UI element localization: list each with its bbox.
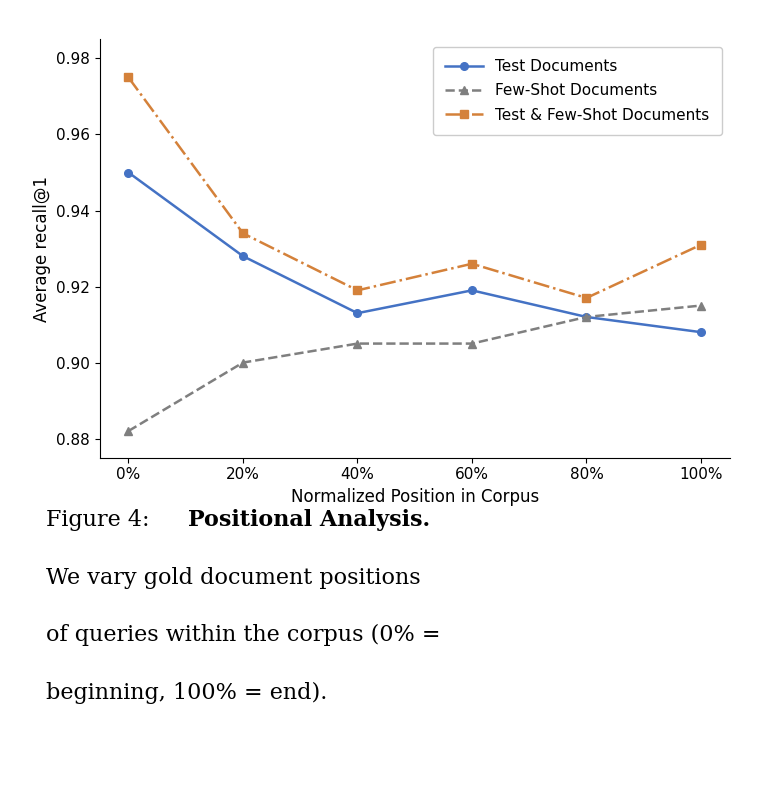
Text: beginning, 100% = end).: beginning, 100% = end). — [46, 682, 327, 704]
Text: Figure 4:: Figure 4: — [46, 509, 150, 531]
Text: of queries within the corpus (0% =: of queries within the corpus (0% = — [46, 624, 441, 646]
Legend: Test Documents, Few-Shot Documents, Test & Few-Shot Documents: Test Documents, Few-Shot Documents, Test… — [433, 47, 722, 135]
Text: We vary gold document positions: We vary gold document positions — [46, 567, 421, 589]
Text: Positional Analysis.: Positional Analysis. — [188, 509, 430, 531]
Y-axis label: Average recall@1: Average recall@1 — [32, 175, 51, 322]
X-axis label: Normalized Position in Corpus: Normalized Position in Corpus — [290, 488, 539, 506]
